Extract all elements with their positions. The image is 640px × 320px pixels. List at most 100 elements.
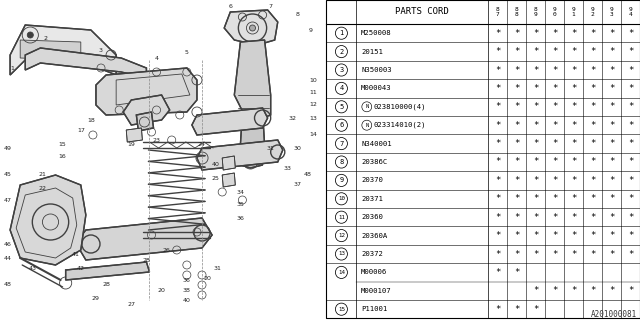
Text: 9
3: 9 3 [610, 7, 613, 17]
Text: *: * [532, 250, 538, 259]
Text: 20360: 20360 [361, 214, 383, 220]
Text: *: * [495, 47, 500, 56]
Text: *: * [571, 139, 576, 148]
Text: *: * [609, 176, 614, 185]
Text: *: * [552, 102, 557, 111]
Text: *: * [532, 157, 538, 166]
Text: *: * [571, 157, 576, 166]
Text: M000107: M000107 [361, 288, 392, 294]
Text: 20370: 20370 [361, 177, 383, 183]
Text: N350003: N350003 [361, 67, 392, 73]
Text: 48: 48 [304, 172, 312, 178]
Polygon shape [76, 218, 212, 260]
Text: 36: 36 [183, 277, 191, 283]
Text: *: * [571, 102, 576, 111]
Text: *: * [571, 47, 576, 56]
Text: *: * [571, 286, 576, 295]
Text: *: * [495, 66, 500, 75]
Text: *: * [495, 84, 500, 93]
Text: 29: 29 [92, 295, 100, 300]
Text: *: * [609, 121, 614, 130]
Text: 8: 8 [339, 159, 344, 165]
Text: 13: 13 [309, 116, 317, 121]
Text: 17: 17 [77, 127, 84, 132]
Text: *: * [571, 121, 576, 130]
Text: 48: 48 [4, 283, 12, 287]
Text: 12: 12 [338, 233, 345, 238]
Text: 20371: 20371 [361, 196, 383, 202]
Text: *: * [609, 29, 614, 38]
Text: 9: 9 [339, 177, 344, 183]
Text: 10: 10 [309, 77, 317, 83]
Polygon shape [124, 95, 170, 125]
Text: *: * [590, 213, 595, 222]
Text: *: * [628, 157, 633, 166]
Text: 14: 14 [338, 270, 345, 275]
Text: 3: 3 [339, 67, 344, 73]
Text: 49: 49 [4, 146, 12, 150]
Text: *: * [628, 29, 633, 38]
Polygon shape [66, 262, 150, 280]
Text: *: * [571, 194, 576, 203]
Text: *: * [590, 66, 595, 75]
Text: 28: 28 [102, 283, 110, 287]
Text: 1: 1 [339, 30, 344, 36]
Text: *: * [532, 121, 538, 130]
Text: *: * [609, 213, 614, 222]
Text: 5: 5 [339, 104, 344, 110]
Text: 15: 15 [338, 307, 345, 312]
Text: N: N [365, 123, 369, 128]
Text: 20: 20 [203, 276, 211, 281]
Text: 35: 35 [236, 203, 244, 207]
Text: *: * [590, 176, 595, 185]
Polygon shape [136, 112, 154, 131]
Text: 20151: 20151 [361, 49, 383, 55]
Circle shape [28, 32, 33, 38]
Text: *: * [514, 66, 519, 75]
Text: 42: 42 [77, 266, 84, 270]
Text: 40: 40 [183, 298, 191, 302]
Text: *: * [628, 250, 633, 259]
Text: *: * [590, 157, 595, 166]
Text: *: * [609, 250, 614, 259]
Text: 7: 7 [269, 4, 273, 9]
Polygon shape [20, 40, 81, 60]
Polygon shape [10, 175, 86, 265]
Text: 4: 4 [154, 55, 159, 60]
Polygon shape [241, 148, 262, 168]
Text: 20386C: 20386C [361, 159, 387, 165]
Text: *: * [571, 176, 576, 185]
Text: *: * [552, 157, 557, 166]
Text: *: * [532, 231, 538, 240]
Polygon shape [25, 48, 147, 78]
Circle shape [250, 25, 255, 31]
Text: 2: 2 [44, 36, 47, 41]
Text: 44: 44 [4, 255, 12, 260]
Text: PARTS CORD: PARTS CORD [396, 7, 449, 17]
Text: *: * [495, 157, 500, 166]
Text: *: * [628, 176, 633, 185]
Text: 22: 22 [38, 186, 47, 190]
Text: *: * [628, 102, 633, 111]
Text: *: * [590, 231, 595, 240]
Text: 45: 45 [4, 172, 12, 178]
Text: *: * [590, 194, 595, 203]
Polygon shape [241, 112, 264, 150]
Text: *: * [514, 157, 519, 166]
Text: 24: 24 [198, 142, 206, 148]
Text: *: * [628, 121, 633, 130]
Polygon shape [126, 128, 143, 142]
Text: 34: 34 [236, 189, 244, 195]
Text: 6: 6 [339, 122, 344, 128]
Text: *: * [552, 47, 557, 56]
Text: *: * [628, 47, 633, 56]
Text: *: * [628, 286, 633, 295]
Text: 25: 25 [211, 175, 219, 180]
Text: *: * [514, 84, 519, 93]
Text: *: * [609, 102, 614, 111]
Text: *: * [552, 231, 557, 240]
Text: A201000081: A201000081 [591, 310, 637, 319]
Text: 23: 23 [152, 138, 161, 142]
Text: *: * [514, 176, 519, 185]
Text: *: * [495, 231, 500, 240]
